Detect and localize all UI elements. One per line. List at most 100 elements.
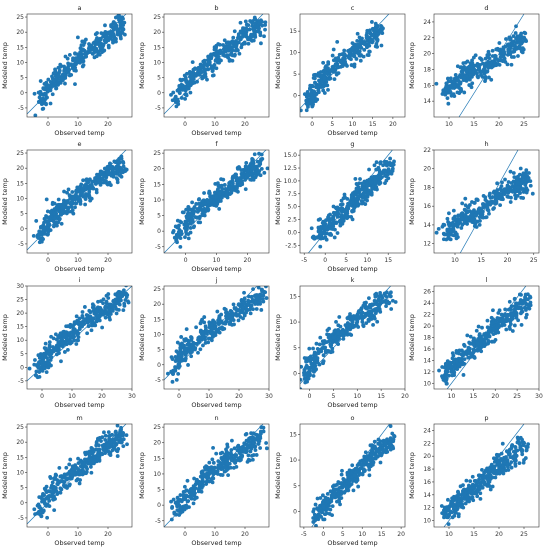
- data-point: [236, 318, 241, 323]
- data-point: [501, 51, 507, 56]
- y-tick-label: -5: [18, 378, 24, 385]
- data-point: [125, 442, 129, 447]
- data-point: [40, 510, 45, 515]
- y-tick-label: 0: [20, 364, 24, 371]
- data-point: [457, 74, 462, 79]
- data-point: [200, 332, 206, 337]
- data-point: [259, 287, 264, 292]
- data-point: [518, 191, 522, 195]
- data-point: [83, 318, 87, 323]
- data-point: [117, 156, 122, 161]
- data-point: [342, 214, 347, 219]
- data-point: [390, 163, 395, 168]
- data-point: [361, 303, 366, 308]
- data-point: [116, 160, 121, 165]
- data-point: [321, 60, 326, 65]
- data-point: [355, 198, 359, 203]
- data-point: [174, 235, 179, 240]
- data-point: [186, 208, 191, 213]
- data-point: [114, 166, 120, 171]
- data-point: [46, 489, 51, 494]
- y-tick-label: -5: [18, 105, 24, 112]
- data-point: [376, 180, 381, 185]
- data-point: [509, 62, 514, 67]
- data-point: [244, 160, 249, 165]
- data-point: [515, 301, 520, 306]
- data-point: [70, 208, 75, 213]
- data-point: [202, 58, 207, 63]
- data-point: [364, 306, 369, 311]
- data-point: [183, 235, 187, 240]
- data-point: [103, 433, 108, 438]
- data-point: [194, 202, 199, 206]
- data-point: [386, 176, 391, 181]
- data-point: [350, 41, 355, 46]
- data-point: [113, 15, 118, 20]
- y-tick-label: 15: [16, 180, 24, 187]
- y-tick-label: 15: [16, 454, 24, 461]
- data-point: [256, 286, 261, 290]
- data-point: [447, 236, 452, 241]
- data-point: [517, 172, 522, 177]
- data-point: [300, 387, 303, 389]
- data-point: [192, 205, 197, 209]
- one-to-one-line: [300, 286, 391, 385]
- y-tick-label: 22: [423, 147, 431, 154]
- data-point: [52, 71, 57, 75]
- y-tick-label: 0: [293, 371, 297, 378]
- data-point: [106, 45, 111, 50]
- data-point: [442, 365, 447, 370]
- data-point: [262, 170, 267, 175]
- data-point: [112, 445, 117, 449]
- data-point: [118, 36, 123, 41]
- data-point: [264, 286, 268, 289]
- one-to-one-line: [27, 150, 127, 251]
- data-point: [479, 73, 483, 77]
- data-point: [506, 49, 511, 54]
- data-point: [251, 166, 256, 171]
- data-point: [519, 41, 524, 46]
- y-tick-label: 20: [423, 51, 431, 58]
- data-point: [120, 430, 126, 436]
- data-point: [259, 41, 263, 46]
- data-point: [202, 73, 207, 78]
- data-point: [66, 187, 71, 192]
- data-point: [437, 368, 441, 373]
- data-point: [511, 34, 516, 38]
- data-point: [67, 483, 72, 488]
- data-point: [465, 205, 470, 209]
- data-point: [528, 179, 533, 184]
- y-tick-label: 25: [16, 297, 24, 304]
- data-point: [191, 341, 197, 346]
- data-point: [227, 58, 232, 63]
- data-point: [62, 472, 67, 477]
- x-tick-label: 30: [128, 393, 136, 400]
- data-point: [175, 508, 180, 512]
- data-point: [126, 299, 130, 304]
- data-point: [71, 324, 75, 329]
- data-point: [523, 180, 528, 184]
- data-point: [463, 196, 468, 201]
- data-point: [443, 369, 448, 374]
- data-point: [173, 96, 177, 101]
- data-point: [248, 172, 253, 176]
- data-point: [89, 43, 93, 48]
- data-point: [485, 318, 490, 323]
- y-tick-label: 20: [16, 29, 24, 36]
- data-point: [49, 334, 54, 339]
- x-tick-label: 0: [40, 393, 44, 400]
- x-tick-label: 20: [104, 257, 112, 264]
- data-point: [455, 367, 460, 372]
- data-point: [200, 213, 205, 218]
- data-point: [87, 195, 92, 200]
- data-point: [203, 341, 208, 345]
- data-point: [374, 42, 379, 46]
- x-axis-label: Observed temp: [191, 129, 241, 137]
- data-point: [491, 207, 496, 211]
- data-point: [470, 58, 474, 63]
- data-point: [42, 500, 47, 505]
- y-tick-label: 12: [423, 241, 431, 248]
- chart-title: k: [351, 276, 355, 284]
- data-point: [246, 23, 251, 27]
